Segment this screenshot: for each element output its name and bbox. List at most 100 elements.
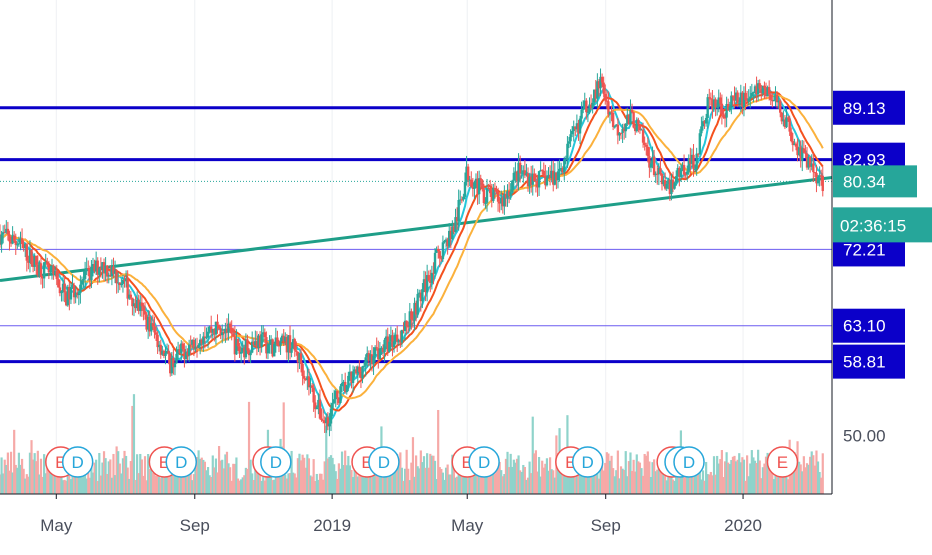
candle-body: [545, 177, 549, 186]
volume-bar: [805, 463, 809, 494]
candle-body: [764, 88, 768, 97]
volume-bar: [503, 474, 506, 494]
candle-body: [181, 343, 185, 350]
earnings-badge-label: E: [777, 453, 788, 472]
volume-bar: [153, 471, 156, 494]
volume-bar: [303, 457, 306, 494]
candle-body: [356, 366, 359, 374]
candle-body: [361, 366, 364, 379]
volume-bar: [786, 479, 790, 494]
candle-body: [225, 328, 229, 333]
volume-bar: [675, 471, 678, 494]
volume-bar: [243, 475, 246, 494]
volume-bar: [574, 462, 577, 494]
candle-body: [463, 181, 467, 197]
volume-bar: [150, 465, 153, 494]
volume-bar: [252, 479, 255, 494]
candle-body: [630, 109, 634, 113]
candle-body: [689, 158, 692, 164]
volume-bar: [383, 466, 386, 494]
volume-bar: [229, 467, 232, 494]
candle-body: [82, 278, 85, 281]
candle-body: [170, 357, 174, 374]
candle-body: [774, 94, 777, 101]
volume-bar: [13, 429, 16, 494]
volume-bar: [723, 461, 727, 494]
candle-body: [503, 193, 506, 207]
volume-bar: [813, 465, 816, 494]
candle-body: [821, 175, 824, 192]
volume-bar: [575, 462, 578, 494]
candle-body: [105, 265, 109, 277]
volume-bar: [490, 467, 493, 494]
candle-body: [410, 311, 413, 320]
candle-body: [57, 278, 60, 288]
volume-bar: [304, 467, 307, 494]
candle-body: [482, 189, 486, 204]
candle-body: [304, 378, 307, 381]
volume-bar: [451, 454, 454, 494]
volume-bar: [629, 452, 632, 494]
candle-body: [599, 76, 602, 89]
price-level-tag: [833, 308, 905, 343]
candle-body: [383, 339, 386, 353]
volume-bar: [110, 477, 114, 494]
volume-bar: [140, 459, 143, 494]
candle-body: [315, 407, 319, 410]
candle-body: [616, 124, 620, 136]
volume-bar: [361, 467, 364, 494]
candle-body: [165, 350, 169, 354]
earnings-badge-label: E: [55, 453, 66, 472]
volume-bar: [440, 468, 443, 494]
volume-bar: [194, 461, 197, 494]
volume-bar: [676, 468, 679, 494]
candle-body: [807, 157, 810, 168]
candle-body: [233, 336, 237, 355]
volume-bar: [2, 473, 5, 494]
volume-bar: [394, 452, 397, 494]
volume-bar: [293, 473, 296, 494]
volume-bar: [667, 471, 670, 494]
volume-bar: [74, 466, 77, 494]
candle-body: [481, 180, 484, 190]
candle-body: [104, 265, 107, 274]
volume-bar: [339, 468, 342, 494]
candle-body: [657, 167, 661, 175]
volume-bar: [58, 473, 61, 494]
volume-bar: [205, 470, 208, 494]
candle-body: [373, 347, 377, 356]
candle-body: [455, 217, 459, 222]
candle-body: [637, 119, 640, 125]
candle-body: [462, 196, 465, 200]
candle-body: [9, 241, 13, 244]
candle-body: [66, 286, 69, 306]
candle-body: [496, 191, 500, 202]
volume-bar: [761, 467, 764, 494]
candle-body: [418, 292, 421, 294]
candle-body: [741, 92, 744, 107]
candle-body: [208, 326, 211, 332]
candle-body: [454, 217, 457, 233]
candle-body: [202, 336, 205, 344]
volume-bar: [353, 467, 356, 494]
volume-bar: [391, 458, 394, 494]
volume-bar: [790, 463, 793, 494]
candle-body: [93, 264, 96, 272]
volume-bar: [747, 476, 750, 494]
candle-body: [627, 114, 631, 125]
volume-bar: [16, 467, 19, 494]
volume-bar: [799, 464, 802, 494]
x-tick-label: 2020: [724, 516, 762, 535]
volume-bar: [489, 462, 492, 494]
candle-body: [71, 285, 74, 288]
candle-body: [191, 339, 194, 345]
volume-bar: [8, 470, 11, 494]
volume-bar: [416, 466, 419, 494]
x-tick-label: Sep: [591, 516, 621, 535]
candle-body: [709, 98, 713, 100]
candle-body: [813, 172, 817, 174]
candle-body: [621, 128, 624, 133]
candle-body: [331, 403, 334, 409]
